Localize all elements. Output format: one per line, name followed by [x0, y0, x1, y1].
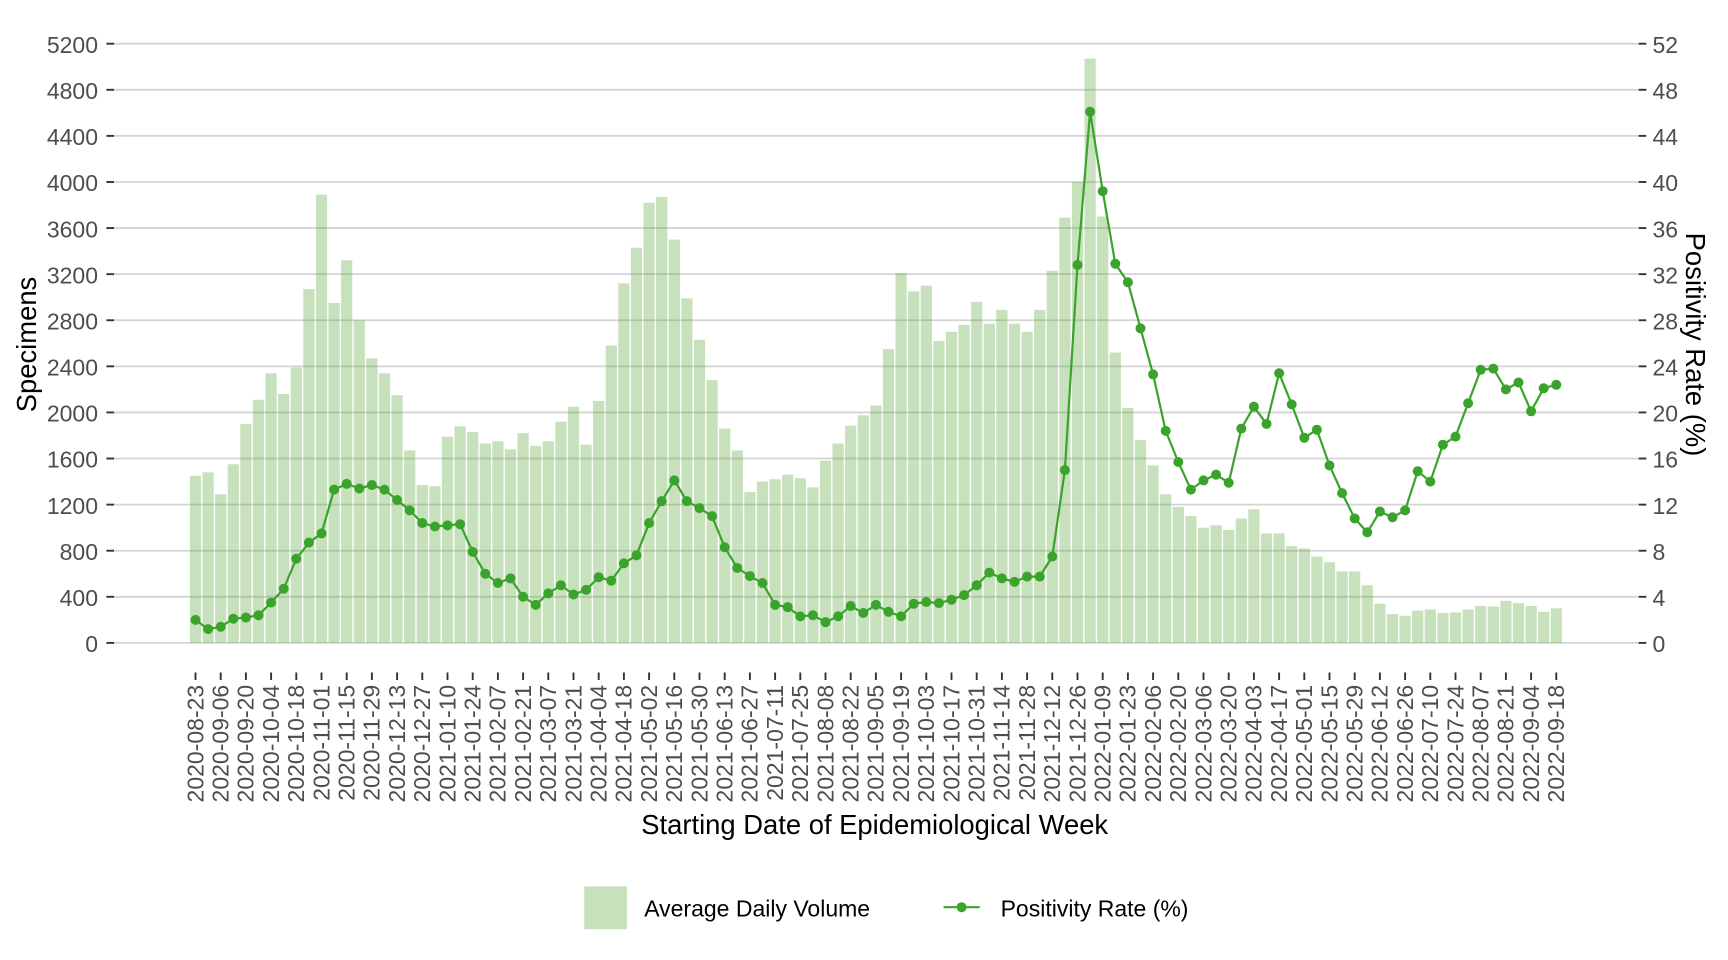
svg-text:2021-06-13: 2021-06-13: [712, 685, 738, 803]
svg-text:16: 16: [1653, 447, 1679, 473]
svg-text:2021-01-10: 2021-01-10: [434, 685, 460, 803]
svg-text:4000: 4000: [47, 170, 98, 196]
svg-text:2021-03-21: 2021-03-21: [560, 685, 586, 803]
svg-text:0: 0: [85, 631, 98, 657]
svg-text:2021-01-24: 2021-01-24: [460, 685, 486, 803]
svg-text:2020-10-18: 2020-10-18: [283, 685, 309, 803]
svg-text:2021-11-14: 2021-11-14: [989, 685, 1015, 801]
svg-text:2020-11-29: 2020-11-29: [359, 685, 385, 801]
svg-text:4400: 4400: [47, 124, 98, 150]
svg-text:Specimens: Specimens: [11, 277, 42, 413]
svg-text:4800: 4800: [47, 78, 98, 104]
svg-text:2000: 2000: [47, 401, 98, 427]
svg-text:12: 12: [1653, 493, 1679, 519]
svg-text:2021-08-22: 2021-08-22: [838, 685, 864, 803]
svg-text:Starting Date of Epidemiologic: Starting Date of Epidemiological Week: [641, 809, 1108, 840]
svg-text:2022-03-20: 2022-03-20: [1216, 685, 1242, 803]
svg-text:2020-12-27: 2020-12-27: [409, 685, 435, 803]
svg-text:2021-12-26: 2021-12-26: [1064, 685, 1090, 803]
svg-text:800: 800: [60, 539, 98, 565]
svg-text:2021-06-27: 2021-06-27: [737, 685, 763, 803]
svg-text:28: 28: [1653, 308, 1679, 334]
svg-text:2021-04-04: 2021-04-04: [586, 685, 612, 803]
svg-text:2022-08-21: 2022-08-21: [1493, 685, 1519, 803]
svg-text:0: 0: [1653, 631, 1666, 657]
svg-text:2022-01-09: 2022-01-09: [1090, 685, 1116, 803]
svg-text:2022-07-10: 2022-07-10: [1417, 685, 1443, 803]
svg-text:Average Daily Volume: Average Daily Volume: [644, 896, 870, 922]
svg-text:1600: 1600: [47, 447, 98, 473]
svg-text:2022-05-15: 2022-05-15: [1316, 685, 1342, 803]
svg-text:2020-11-01: 2020-11-01: [308, 685, 334, 801]
svg-text:2022-03-06: 2022-03-06: [1190, 685, 1216, 803]
svg-text:24: 24: [1653, 355, 1679, 381]
svg-text:2021-05-16: 2021-05-16: [661, 685, 687, 803]
svg-text:2020-11-15: 2020-11-15: [334, 685, 360, 801]
svg-text:Positivity Rate (%): Positivity Rate (%): [1680, 233, 1711, 457]
svg-text:2021-10-17: 2021-10-17: [938, 685, 964, 803]
svg-text:2020-12-13: 2020-12-13: [384, 685, 410, 803]
svg-text:2021-05-30: 2021-05-30: [686, 685, 712, 803]
svg-text:44: 44: [1653, 124, 1679, 150]
svg-text:2021-10-03: 2021-10-03: [913, 685, 939, 803]
svg-text:52: 52: [1653, 32, 1679, 58]
svg-text:2022-09-04: 2022-09-04: [1518, 685, 1544, 803]
svg-text:2800: 2800: [47, 308, 98, 334]
svg-text:2022-09-18: 2022-09-18: [1543, 685, 1569, 803]
svg-text:32: 32: [1653, 262, 1679, 288]
svg-text:2020-08-23: 2020-08-23: [182, 685, 208, 803]
svg-text:2020-09-20: 2020-09-20: [233, 685, 259, 803]
svg-text:Positivity Rate (%): Positivity Rate (%): [1001, 896, 1189, 922]
svg-text:2021-07-25: 2021-07-25: [787, 685, 813, 803]
svg-text:2022-05-29: 2022-05-29: [1342, 685, 1368, 803]
svg-text:2021-07-11: 2021-07-11: [762, 685, 788, 801]
svg-text:2021-04-18: 2021-04-18: [611, 685, 637, 803]
svg-text:2021-02-21: 2021-02-21: [510, 685, 536, 803]
svg-text:48: 48: [1653, 78, 1679, 104]
svg-text:3600: 3600: [47, 216, 98, 242]
svg-text:2021-08-08: 2021-08-08: [812, 685, 838, 803]
svg-text:2022-07-24: 2022-07-24: [1442, 685, 1468, 803]
svg-text:2021-05-02: 2021-05-02: [636, 685, 662, 803]
svg-text:2020-10-04: 2020-10-04: [258, 685, 284, 803]
svg-text:2022-01-23: 2022-01-23: [1115, 685, 1141, 803]
svg-text:5200: 5200: [47, 32, 98, 58]
svg-text:2021-09-19: 2021-09-19: [888, 685, 914, 803]
svg-text:2021-11-28: 2021-11-28: [1014, 685, 1040, 801]
svg-text:400: 400: [60, 585, 98, 611]
svg-text:20: 20: [1653, 401, 1679, 427]
svg-text:2020-09-06: 2020-09-06: [208, 685, 234, 803]
svg-text:2021-02-07: 2021-02-07: [485, 685, 511, 803]
svg-text:36: 36: [1653, 216, 1679, 242]
svg-text:2022-02-20: 2022-02-20: [1165, 685, 1191, 803]
svg-text:8: 8: [1653, 539, 1666, 565]
svg-text:2022-04-17: 2022-04-17: [1266, 685, 1292, 803]
svg-text:2022-06-26: 2022-06-26: [1392, 685, 1418, 803]
svg-text:2021-03-07: 2021-03-07: [535, 685, 561, 803]
svg-text:2022-02-06: 2022-02-06: [1140, 685, 1166, 803]
svg-text:40: 40: [1653, 170, 1679, 196]
svg-text:4: 4: [1653, 585, 1666, 611]
svg-text:3200: 3200: [47, 262, 98, 288]
svg-text:2021-12-12: 2021-12-12: [1039, 685, 1065, 803]
svg-text:2021-10-31: 2021-10-31: [964, 685, 990, 803]
svg-text:2022-05-01: 2022-05-01: [1291, 685, 1317, 803]
svg-text:2021-09-05: 2021-09-05: [863, 685, 889, 803]
svg-text:2022-08-07: 2022-08-07: [1468, 685, 1494, 803]
svg-text:1200: 1200: [47, 493, 98, 519]
svg-text:2022-04-03: 2022-04-03: [1241, 685, 1267, 803]
svg-text:2022-06-12: 2022-06-12: [1367, 685, 1393, 803]
svg-text:2400: 2400: [47, 355, 98, 381]
